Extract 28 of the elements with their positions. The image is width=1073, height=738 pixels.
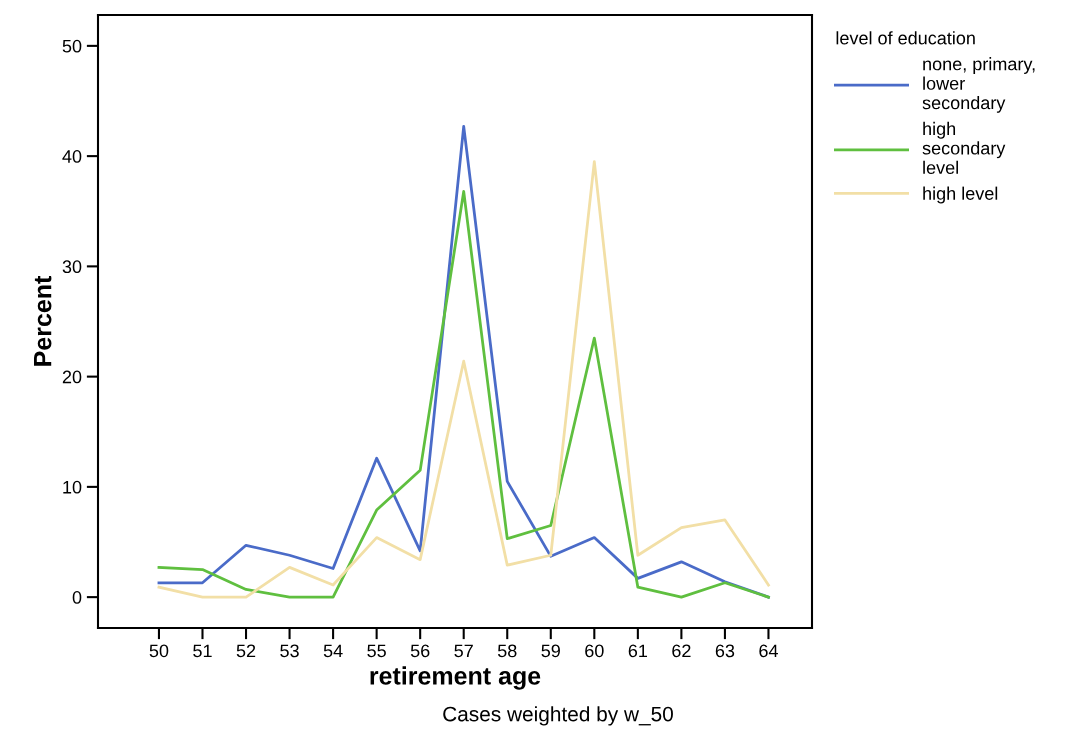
x-tick-label: 62 [672,644,691,658]
y-tick-label: 20 [62,370,82,384]
x-tick-label: 58 [497,644,517,658]
x-tick-label: 52 [236,644,256,658]
x-tick-label: 50 [149,644,169,658]
x-tick-label: 55 [367,644,386,658]
x-tick-label: 57 [454,644,473,658]
x-axis-title: retirement age [370,666,541,690]
y-tick-label: 30 [62,260,82,274]
x-tick-label: 51 [193,644,212,658]
legend-label: none, primary, lower secondary [922,57,1035,113]
legend-title: level of education [836,31,975,45]
y-tick-label: 0 [72,591,82,604]
x-tick-label: 64 [759,644,778,658]
x-tick-label: 59 [541,644,560,658]
y-axis-title: Percent [34,275,52,366]
x-tick-label: 54 [323,644,343,658]
x-tick-label: 56 [410,644,430,658]
y-tick-label: 50 [62,39,82,53]
y-tick-label: 10 [63,480,82,494]
x-tick-label: 61 [628,644,648,658]
legend-label: high level [923,186,998,204]
y-tick-label: 40 [62,150,82,163]
x-tick-label: 53 [280,644,299,658]
x-tick-label: 63 [715,644,735,658]
text: Cases weighted by w_50 [443,706,673,726]
x-tick-label: 60 [585,644,604,658]
legend-label: high secondary level [922,121,1006,175]
